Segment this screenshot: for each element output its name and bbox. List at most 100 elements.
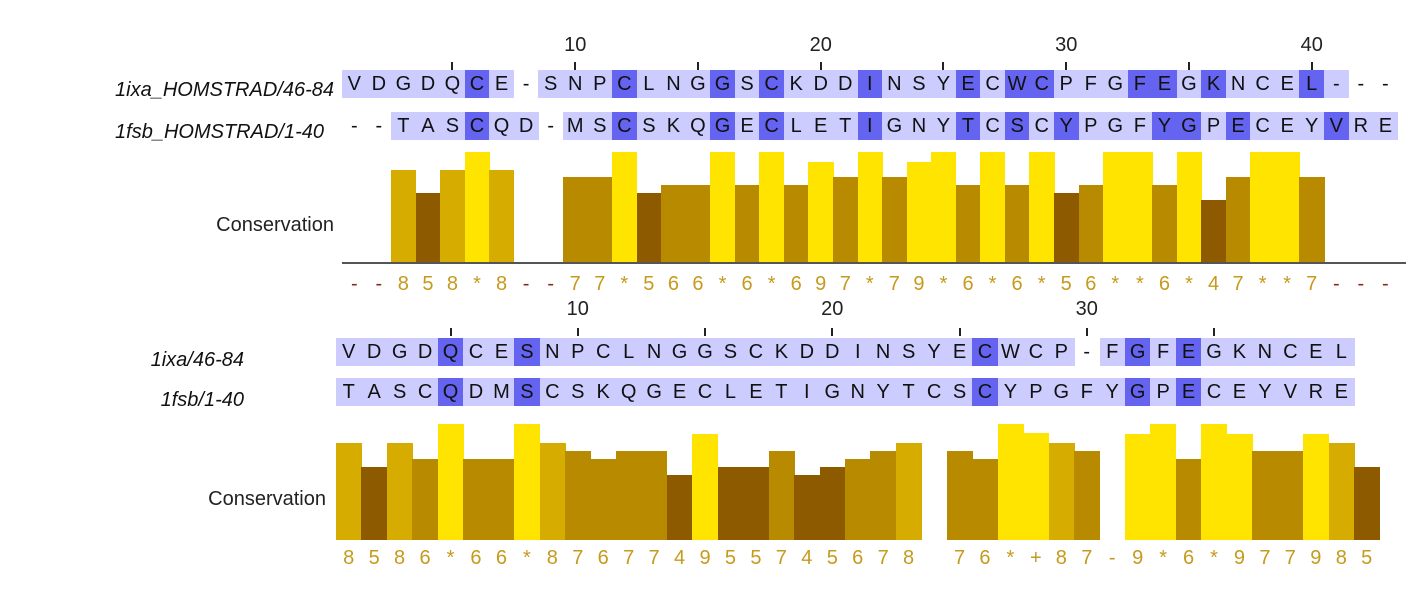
residue: L xyxy=(1335,341,1347,363)
residue: - xyxy=(1382,73,1389,95)
residue: Y xyxy=(936,115,951,137)
conservation-score: 7 xyxy=(1232,273,1244,295)
residue-shading xyxy=(615,338,642,366)
residue-shading xyxy=(587,112,613,140)
residue: V xyxy=(1283,381,1298,403)
residue: A xyxy=(421,115,435,137)
ruler-label: 10 xyxy=(564,34,587,56)
residue-shading xyxy=(1274,70,1301,98)
residue-shading xyxy=(488,338,515,366)
residue: G xyxy=(714,115,731,137)
conservation-score: * xyxy=(620,273,629,295)
conservation-bar xyxy=(717,466,744,540)
residue: G xyxy=(1129,381,1146,403)
conservation-label-panel-2: Conservation xyxy=(208,488,326,510)
residue: P xyxy=(1206,115,1221,137)
residue: G xyxy=(1206,341,1222,363)
conservation-score: 4 xyxy=(1207,273,1220,295)
conservation-score: * xyxy=(1037,273,1046,295)
residue: F xyxy=(1080,381,1093,403)
residue: Y xyxy=(1305,115,1319,137)
conservation-score: 5 xyxy=(643,273,655,295)
residue: E xyxy=(749,381,763,403)
residue-shading xyxy=(1348,112,1374,140)
residue-shading xyxy=(768,378,795,406)
conservation-bar xyxy=(1225,177,1251,262)
conservation-score: + xyxy=(1030,547,1042,569)
residue: E xyxy=(1334,381,1348,403)
residue: S xyxy=(901,341,916,363)
conservation-score: * xyxy=(1283,273,1292,295)
conservation-score: 6 xyxy=(790,273,802,295)
residue-shading xyxy=(1029,70,1055,98)
residue-shading xyxy=(819,378,846,406)
residue: E xyxy=(1309,341,1323,363)
residue: Y xyxy=(1157,115,1172,137)
residue-shading xyxy=(1004,70,1030,98)
ruler-label: 20 xyxy=(821,298,844,320)
conservation-score: 6 xyxy=(1183,547,1195,569)
residue-shading xyxy=(1299,112,1325,140)
residue-shading xyxy=(612,112,638,140)
residue-shading xyxy=(1078,70,1104,98)
conservation-bar xyxy=(1277,450,1304,540)
residue: C xyxy=(1283,341,1298,363)
conservation-bar xyxy=(768,450,795,540)
residue: E xyxy=(952,341,967,363)
residue: Q xyxy=(442,341,459,363)
residue-shading xyxy=(361,378,388,406)
conservation-bar xyxy=(980,152,1006,262)
residue: G xyxy=(646,381,662,403)
residue: - xyxy=(547,115,554,137)
conservation-score: * xyxy=(473,273,481,295)
residue: M xyxy=(566,115,584,137)
residue-shading xyxy=(440,70,466,98)
residue-shading xyxy=(819,338,846,366)
residue: C xyxy=(977,341,993,363)
residue: T xyxy=(397,115,410,137)
residue: N xyxy=(850,381,865,403)
conservation-score: * xyxy=(1006,547,1015,569)
residue-shading xyxy=(946,338,973,366)
residue: C xyxy=(1255,73,1270,95)
residue-shading xyxy=(906,70,932,98)
conservation-bar xyxy=(783,185,810,262)
residue: Y xyxy=(927,341,941,363)
conservation-score: 9 xyxy=(913,273,925,295)
residue-shading xyxy=(882,70,908,98)
residue-shading xyxy=(1029,112,1055,140)
residue: S xyxy=(520,341,534,363)
residue-shading xyxy=(1226,338,1253,366)
ruler-label: 30 xyxy=(1055,34,1078,56)
residue-shading xyxy=(717,338,744,366)
ruler-label: 40 xyxy=(1300,34,1323,56)
ruler-label: 30 xyxy=(1075,298,1098,320)
conservation-score: 6 xyxy=(852,547,864,569)
residue-shading xyxy=(590,338,617,366)
residue: N xyxy=(1257,341,1273,363)
conservation-bar xyxy=(415,192,441,262)
residue: G xyxy=(1129,341,1146,363)
residue: K xyxy=(774,341,789,363)
residue: Q xyxy=(444,73,461,95)
conservation-bar xyxy=(1201,200,1227,262)
conservation-bar xyxy=(808,161,834,262)
residue-shading xyxy=(1252,338,1279,366)
residue: G xyxy=(1107,73,1124,95)
residue: C xyxy=(1028,341,1044,363)
residue: N xyxy=(567,73,583,95)
conservation-score: 8 xyxy=(903,547,915,569)
residue-shading xyxy=(1152,70,1178,98)
conservation-bar xyxy=(1299,177,1325,262)
conservation-bar xyxy=(1354,466,1381,540)
residue-shading xyxy=(1250,112,1276,140)
residue: K xyxy=(596,381,610,403)
residue-shading xyxy=(768,338,795,366)
residue: N xyxy=(1230,73,1246,95)
residue-shading xyxy=(921,378,948,406)
